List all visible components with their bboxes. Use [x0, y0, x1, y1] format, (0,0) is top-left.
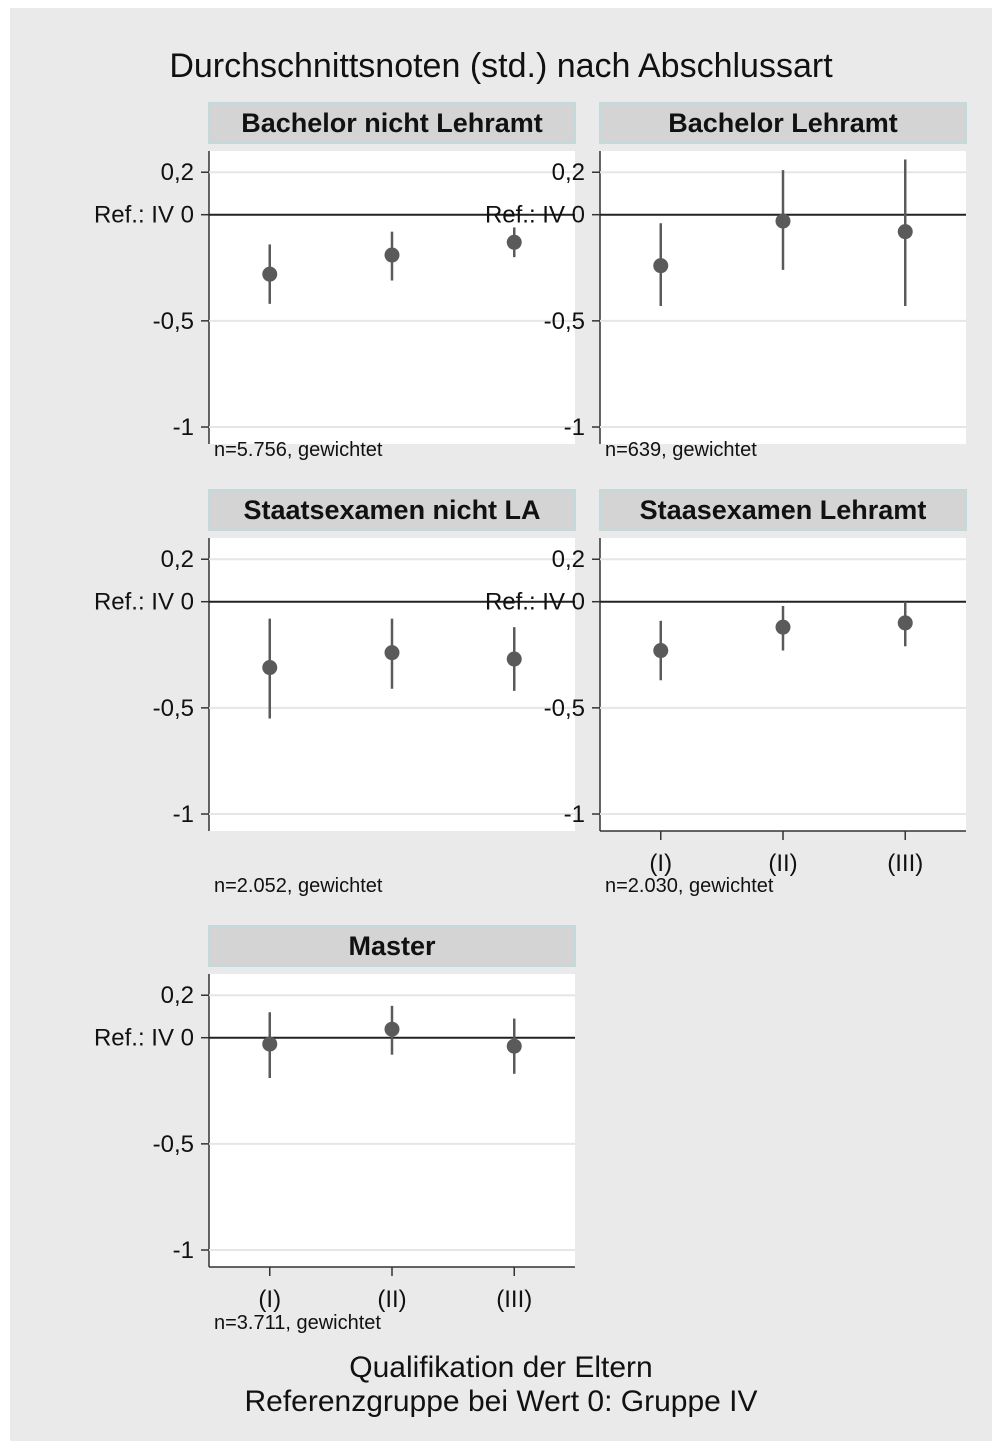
panel-title: Staasexamen Lehramt	[640, 495, 927, 525]
sample-note: n=2.030, gewichtet	[605, 875, 774, 897]
x-tick-label: (II)	[377, 1286, 406, 1313]
y-tick-label: 0,2	[161, 159, 194, 186]
y-tick-label: 0,2	[552, 546, 585, 573]
panel-strip	[599, 102, 967, 144]
y-tick-label: Ref.: IV 0	[485, 202, 585, 229]
data-point	[506, 234, 522, 250]
data-point	[384, 247, 400, 263]
y-tick-label: 0,2	[161, 982, 194, 1009]
y-tick-label: -0,5	[153, 1131, 194, 1158]
data-point	[775, 619, 791, 635]
data-point	[384, 645, 400, 661]
panel-3: Staatsexamen nicht LA 0,2 Ref.: IV 0 -0,5 -1…	[94, 489, 576, 897]
y-tick-label: Ref.: IV 0	[94, 1025, 194, 1052]
panel-strip	[208, 925, 576, 967]
y-tick-label: Ref.: IV 0	[485, 589, 585, 616]
panels-layer: Bachelor nicht Lehramt 0,2 Ref.: IV 0 -0,5 -…	[94, 102, 967, 1334]
chart-title: Durchschnittsnoten (std.) nach Abschluss…	[169, 47, 833, 85]
y-tick-label: -1	[564, 801, 585, 828]
x-tick-label: (II)	[768, 850, 797, 877]
data-point	[897, 615, 913, 631]
x-tick-label: (III)	[496, 1286, 532, 1313]
y-tick-label: -1	[564, 414, 585, 441]
y-tick-label: Ref.: IV 0	[94, 202, 194, 229]
panel-2: Bachelor Lehramt 0,2 Ref.: IV 0 -0,5 -1 n=639…	[485, 102, 967, 461]
data-point	[775, 213, 791, 229]
chart-svg: Durchschnittsnoten (std.) nach Abschluss…	[94, 47, 967, 1418]
plot-area	[600, 538, 966, 831]
y-tick-label: -1	[173, 414, 194, 441]
y-tick-label: -0,5	[153, 695, 194, 722]
panel-strip	[599, 489, 967, 531]
x-tick-label: (III)	[887, 850, 923, 877]
x-axis-title-line-1: Qualifikation der Eltern	[349, 1351, 653, 1384]
y-tick-label: Ref.: IV 0	[94, 589, 194, 616]
panel-1: Bachelor nicht Lehramt 0,2 Ref.: IV 0 -0,5 -…	[94, 102, 576, 461]
x-axis-title-line-2: Referenzgruppe bei Wert 0: Gruppe IV	[244, 1385, 757, 1418]
panel-title: Staatsexamen nicht LA	[243, 495, 540, 525]
panel-strip	[208, 102, 576, 144]
data-point	[262, 660, 278, 676]
data-point	[262, 1036, 278, 1052]
y-tick-label: 0,2	[161, 546, 194, 573]
panel-title: Bachelor Lehramt	[668, 108, 898, 138]
data-point	[653, 643, 669, 659]
data-point	[506, 1038, 522, 1054]
y-tick-label: -0,5	[544, 695, 585, 722]
data-point	[653, 258, 669, 274]
chart-figure: Durchschnittsnoten (std.) nach Abschluss…	[10, 8, 992, 1441]
data-point	[506, 651, 522, 667]
data-point	[262, 266, 278, 282]
sample-note: n=5.756, gewichtet	[214, 439, 383, 461]
y-tick-label: -0,5	[153, 308, 194, 335]
data-point	[897, 224, 913, 240]
x-tick-label: (I)	[258, 1286, 281, 1313]
panel-title: Master	[348, 931, 436, 961]
y-tick-label: -1	[173, 801, 194, 828]
y-tick-label: 0,2	[552, 159, 585, 186]
sample-note: n=639, gewichtet	[605, 439, 757, 461]
plot-area	[209, 151, 575, 444]
y-tick-label: -1	[173, 1237, 194, 1264]
y-tick-label: -0,5	[544, 308, 585, 335]
sample-note: n=2.052, gewichtet	[214, 875, 383, 897]
panel-4: Staasexamen Lehramt 0,2 Ref.: IV 0 -0,5 -1 (I…	[485, 489, 967, 897]
panel-strip	[208, 489, 576, 531]
x-tick-label: (I)	[649, 850, 672, 877]
panel-title: Bachelor nicht Lehramt	[241, 108, 543, 138]
panel-5: Master 0,2 Ref.: IV 0 -0,5 -1 (I) (II) (III) n=3…	[94, 925, 576, 1334]
data-point	[384, 1021, 400, 1037]
sample-note: n=3.711, gewichtet	[214, 1312, 381, 1334]
